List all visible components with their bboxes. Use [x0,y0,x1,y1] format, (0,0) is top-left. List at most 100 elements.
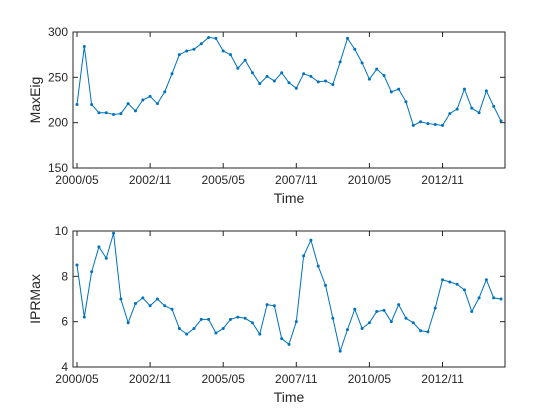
data-point [229,53,233,57]
data-point [316,264,320,268]
data-point [82,315,86,319]
data-point [214,36,218,40]
data-point [141,98,145,102]
data-point [170,307,174,311]
data-point [426,330,430,334]
data-point [448,112,452,116]
x-tick-label: 2010/05 [348,372,392,386]
data-point [126,321,130,325]
data-point [345,36,349,40]
data-point [470,106,474,110]
data-point [404,100,408,104]
data-point [367,77,371,81]
data-point [375,309,379,313]
data-point [287,342,291,346]
subplot-iprmax: 4 6 8 10 2000/05 2002/11 2005/05 2007/11 2010/05… [27,224,506,405]
data-point [192,326,196,330]
axes-box [72,230,506,368]
y-tick-label: 250 [48,70,68,84]
data-point [272,304,276,308]
data-point [426,122,430,126]
data-point [492,104,496,108]
data-point [163,90,167,94]
data-point [104,111,108,115]
data-point [397,87,401,91]
data-point [353,47,357,51]
y-tick-label: 300 [48,25,68,39]
data-point [411,123,415,127]
data-point [199,42,203,46]
data-point [185,49,189,53]
data-point [294,86,298,90]
data-point [75,263,79,267]
data-point [221,49,225,53]
data-point [419,120,423,124]
data-point [338,349,342,353]
data-point [331,316,335,320]
data-point [353,307,357,311]
data-point [221,326,225,330]
x-tick-label: 2007/11 [275,173,318,187]
data-point [272,79,276,83]
data-point [112,231,116,235]
data-point [477,296,481,300]
x-tick-label: 2010/05 [348,173,392,187]
data-point [243,316,247,320]
data-point [112,113,116,117]
axes-box [72,31,506,169]
data-point [163,304,167,308]
data-point [499,297,503,301]
data-point [214,331,218,335]
data-point [97,111,101,115]
data-point [258,82,262,86]
data-point [367,321,371,325]
data-point [389,90,393,94]
data-point [243,58,247,62]
data-point [133,302,137,306]
data-point [155,102,159,106]
data-point [462,288,466,292]
y-tick-label: 8 [61,269,68,283]
data-point [236,315,240,319]
data-point [250,71,254,75]
data-point [126,102,130,106]
data-point [324,79,328,83]
data-point [324,283,328,287]
y-tick-label: 200 [48,116,68,130]
data-point [448,280,452,284]
data-point [360,326,364,330]
data-point [441,123,445,127]
data-point [499,119,503,123]
data-point [397,303,401,307]
data-point [90,270,94,274]
data-point [389,320,393,324]
data-point [345,328,349,332]
data-point [433,306,437,310]
y-tick-label: 10 [55,224,69,238]
data-point [331,83,335,87]
data-point [236,66,240,70]
data-point [404,316,408,320]
data-point [119,112,123,116]
x-tick-label: 2007/11 [275,372,318,386]
data-point [309,238,313,242]
data-point [258,332,262,336]
data-point [287,81,291,85]
data-point [309,74,313,78]
data-point [470,309,474,313]
data-point [265,303,269,307]
data-point [177,326,181,330]
data-point [250,321,254,325]
data-point [170,72,174,76]
data-point [148,304,152,308]
data-point [477,111,481,115]
data-point [484,89,488,93]
data-point [302,72,306,76]
x-axis-label: Time [274,389,305,405]
data-point [484,278,488,282]
data-point [199,317,203,321]
data-point [119,297,123,301]
data-point [316,80,320,84]
